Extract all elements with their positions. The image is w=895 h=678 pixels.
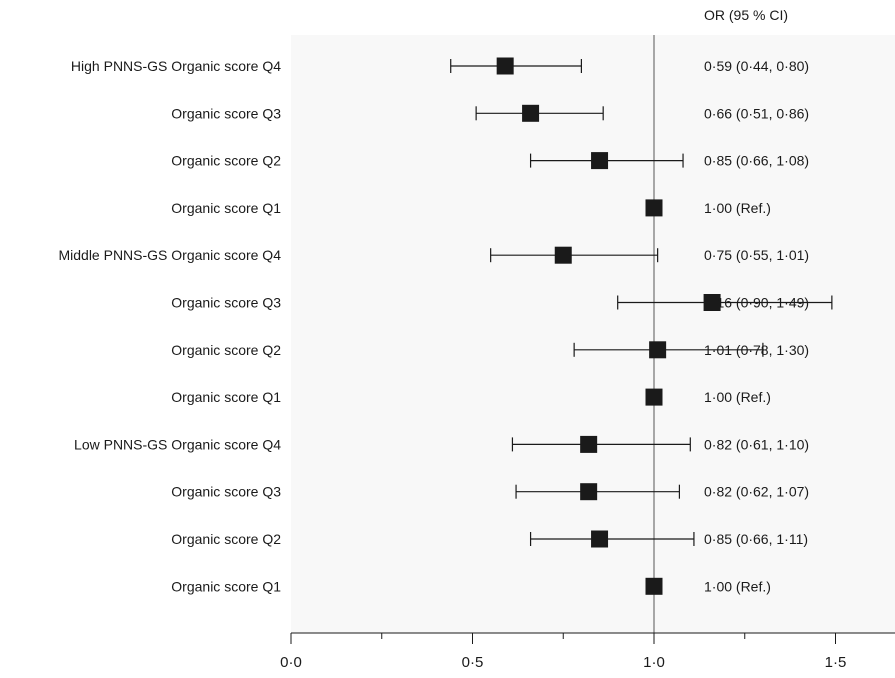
- or-ci-value: 1·01 (0·78, 1·30): [704, 342, 809, 358]
- or-marker: [554, 246, 572, 264]
- row-label: Middle PNNS-GS Organic score Q4: [58, 247, 281, 263]
- forest-row-6: Organic score Q2 1·01 (0·78, 1·30): [171, 341, 809, 359]
- or-marker: [580, 483, 598, 501]
- or-marker: [591, 530, 609, 548]
- row-label: Organic score Q3: [171, 105, 281, 121]
- row-label: Organic score Q2: [171, 531, 281, 547]
- row-label: Organic score Q2: [171, 153, 281, 169]
- forest-row-11: Organic score Q1 1·00 (Ref.): [171, 577, 771, 595]
- or-ci-value: 1·00 (Ref.): [704, 200, 771, 216]
- or-ci-value: 0·59 (0·44, 0·80): [704, 58, 809, 74]
- forest-row-1: Organic score Q3 0·66 (0·51, 0·86): [171, 104, 809, 122]
- x-axis-ticks: 0·00·51·01·52·0: [280, 633, 847, 671]
- forest-rows: High PNNS-GS Organic score Q4 0·59 (0·44,…: [58, 57, 833, 595]
- reference-lines: [653, 35, 655, 633]
- row-label: Organic score Q3: [171, 484, 281, 500]
- forest-row-5: Organic score Q3 1·16 (0·90, 1·49): [171, 294, 833, 311]
- or-ci-value: 0·66 (0·51, 0·86): [704, 105, 809, 121]
- or-marker: [649, 341, 667, 359]
- or-marker: [591, 152, 609, 170]
- or-ci-value: 0·75 (0·55, 1·01): [704, 247, 809, 263]
- x-tick-label-3: 1·5: [825, 654, 847, 671]
- row-label: Low PNNS-GS Organic score Q4: [74, 436, 281, 452]
- or-ci-value: 0·85 (0·66, 1·11): [704, 531, 808, 547]
- row-label: Organic score Q3: [171, 295, 281, 311]
- or-marker: [645, 199, 663, 217]
- x-tick-label-2: 1·0: [643, 654, 665, 671]
- or-marker: [703, 294, 721, 311]
- row-label: Organic score Q1: [171, 389, 281, 405]
- row-label: Organic score Q1: [171, 578, 281, 594]
- or-marker: [496, 57, 514, 75]
- or-ci-value: 1·00 (Ref.): [704, 578, 771, 594]
- forest-row-0: High PNNS-GS Organic score Q4 0·59 (0·44,…: [71, 57, 809, 75]
- or-marker: [645, 577, 663, 595]
- or-marker: [645, 388, 663, 406]
- forest-row-10: Organic score Q2 0·85 (0·66, 1·11): [171, 530, 808, 548]
- or-marker: [580, 435, 598, 453]
- forest-row-4: Middle PNNS-GS Organic score Q4 0·75 (0·5…: [58, 246, 809, 264]
- x-tick-label-0: 0·0: [280, 654, 302, 671]
- row-label: Organic score Q1: [171, 200, 281, 216]
- forest-row-8: Low PNNS-GS Organic score Q4 0·82 (0·61, …: [74, 435, 809, 453]
- or-ci-value: 1·16 (0·90, 1·49): [704, 295, 809, 311]
- or-ci-value: 0·82 (0·62, 1·07): [704, 484, 809, 500]
- or-ci-value: 0·82 (0·61, 1·10): [704, 436, 809, 452]
- or-ci-column-header: OR (95 % CI): [704, 7, 788, 23]
- row-label: High PNNS-GS Organic score Q4: [71, 58, 281, 74]
- forest-row-7: Organic score Q1 1·00 (Ref.): [171, 388, 771, 406]
- forest-row-3: Organic score Q1 1·00 (Ref.): [171, 199, 771, 217]
- or-ci-value: 0·85 (0·66, 1·08): [704, 153, 809, 169]
- or-marker: [522, 104, 540, 122]
- forest-row-2: Organic score Q2 0·85 (0·66, 1·08): [171, 152, 809, 170]
- row-label: Organic score Q2: [171, 342, 281, 358]
- forest-row-9: Organic score Q3 0·82 (0·62, 1·07): [171, 483, 809, 501]
- x-tick-label-1: 0·5: [462, 654, 484, 671]
- or-ci-value: 1·00 (Ref.): [704, 389, 771, 405]
